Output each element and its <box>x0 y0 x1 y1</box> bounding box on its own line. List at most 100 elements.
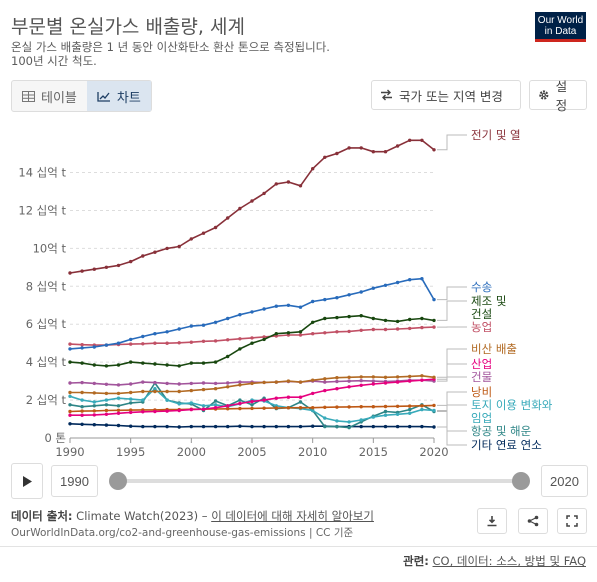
owid-logo[interactable]: Our World in Data <box>535 12 586 42</box>
start-handle[interactable] <box>109 472 127 490</box>
data-point <box>80 422 84 426</box>
data-point <box>116 423 121 428</box>
data-point <box>432 148 436 152</box>
data-point <box>359 383 363 387</box>
data-point <box>80 269 84 273</box>
data-point <box>383 283 388 287</box>
page-title: 부문별 온실가스 배출량, 세계 <box>11 16 245 38</box>
data-point <box>286 424 291 429</box>
data-point <box>177 244 181 249</box>
data-point <box>116 404 121 408</box>
data-point <box>116 391 121 396</box>
data-point <box>359 290 363 294</box>
data-point <box>395 380 400 384</box>
source-text: Climate Watch(2023) – <box>76 509 208 523</box>
data-point <box>395 424 400 429</box>
x-tick-label: 1990 <box>55 445 84 459</box>
data-point <box>359 375 363 379</box>
data-point <box>141 398 145 402</box>
data-point <box>213 225 218 230</box>
data-point <box>311 378 315 382</box>
data-point <box>104 423 109 427</box>
data-point <box>80 413 84 417</box>
data-point <box>274 406 278 410</box>
data-point <box>383 404 388 409</box>
view-tabs: 테이블 차트 <box>11 80 152 112</box>
source-line: 데이터 출처: Climate Watch(2023) – 이 데이터에 대해 … <box>11 508 374 524</box>
data-point <box>80 343 84 347</box>
data-point <box>189 407 193 412</box>
share-button[interactable] <box>518 508 548 534</box>
data-point <box>165 363 169 367</box>
data-point <box>383 150 388 154</box>
data-point <box>298 330 303 334</box>
data-point <box>68 422 72 426</box>
settings-label: 설정 <box>555 79 568 113</box>
data-point <box>68 360 72 364</box>
settings-button[interactable]: 설정 <box>529 79 587 113</box>
related-link[interactable]: CO, 데이터: 소스, 방법 및 FAQ <box>432 554 586 568</box>
data-point <box>201 381 206 385</box>
play-button[interactable] <box>11 463 43 499</box>
series-label: 건설 <box>471 307 492 321</box>
data-point <box>92 409 97 413</box>
data-point <box>129 390 133 395</box>
tab-table[interactable]: 테이블 <box>12 81 87 111</box>
data-point <box>311 424 315 428</box>
data-point <box>165 341 169 345</box>
data-point <box>153 341 157 345</box>
data-point <box>201 231 206 235</box>
data-point <box>432 403 436 408</box>
data-point <box>68 413 72 417</box>
data-point <box>226 381 230 385</box>
data-point <box>383 409 388 414</box>
data-point <box>274 424 278 429</box>
data-point <box>213 424 218 429</box>
data-point <box>432 325 436 329</box>
start-year-box[interactable]: 1990 <box>51 465 98 497</box>
data-point <box>420 316 424 321</box>
data-point <box>116 263 121 268</box>
label-connector <box>437 391 467 406</box>
change-country-button[interactable]: 국가 또는 지역 변경 <box>371 80 521 110</box>
data-point <box>335 387 339 391</box>
line-chart: 0 톤 2 십억 t 4 십억 t 6 십억 t 8 십억 t 10억 t 12 십억 t 1… <box>18 128 553 459</box>
data-point <box>238 424 242 428</box>
data-point <box>262 337 266 342</box>
learn-more-link[interactable]: 이 데이터에 대해 자세히 알아보기 <box>211 509 374 523</box>
data-point <box>323 405 327 409</box>
data-point <box>395 280 400 285</box>
data-point <box>80 409 84 413</box>
data-point <box>335 376 339 380</box>
data-point <box>68 271 72 275</box>
data-point <box>323 380 327 384</box>
data-point <box>116 411 121 415</box>
data-point <box>298 380 303 384</box>
data-point <box>250 424 254 429</box>
data-point <box>335 296 339 300</box>
download-button[interactable] <box>477 508 507 534</box>
series-label: 수송 <box>471 280 492 294</box>
data-point <box>201 424 206 429</box>
y-axis: 0 톤 2 십억 t 4 십억 t 6 십억 t 8 십억 t 10억 t 12 십억 t 1… <box>18 166 66 445</box>
tab-chart[interactable]: 차트 <box>86 81 151 111</box>
data-point <box>201 323 206 327</box>
line-chart-icon <box>97 91 110 102</box>
timeline: 1990 2020 <box>11 463 588 499</box>
data-point <box>153 387 157 391</box>
end-handle[interactable] <box>512 472 530 490</box>
timeline-track[interactable] <box>118 479 520 483</box>
data-point <box>347 425 351 430</box>
series-label: 낭비 <box>471 385 492 399</box>
share-icon <box>527 515 539 527</box>
data-point <box>177 341 181 345</box>
end-year-box[interactable]: 2020 <box>541 465 588 497</box>
data-point <box>395 404 400 408</box>
data-point <box>238 401 242 406</box>
data-point <box>383 381 388 385</box>
data-point <box>359 379 363 383</box>
data-point <box>68 390 72 395</box>
fullscreen-button[interactable] <box>557 508 587 534</box>
data-point <box>141 380 145 384</box>
